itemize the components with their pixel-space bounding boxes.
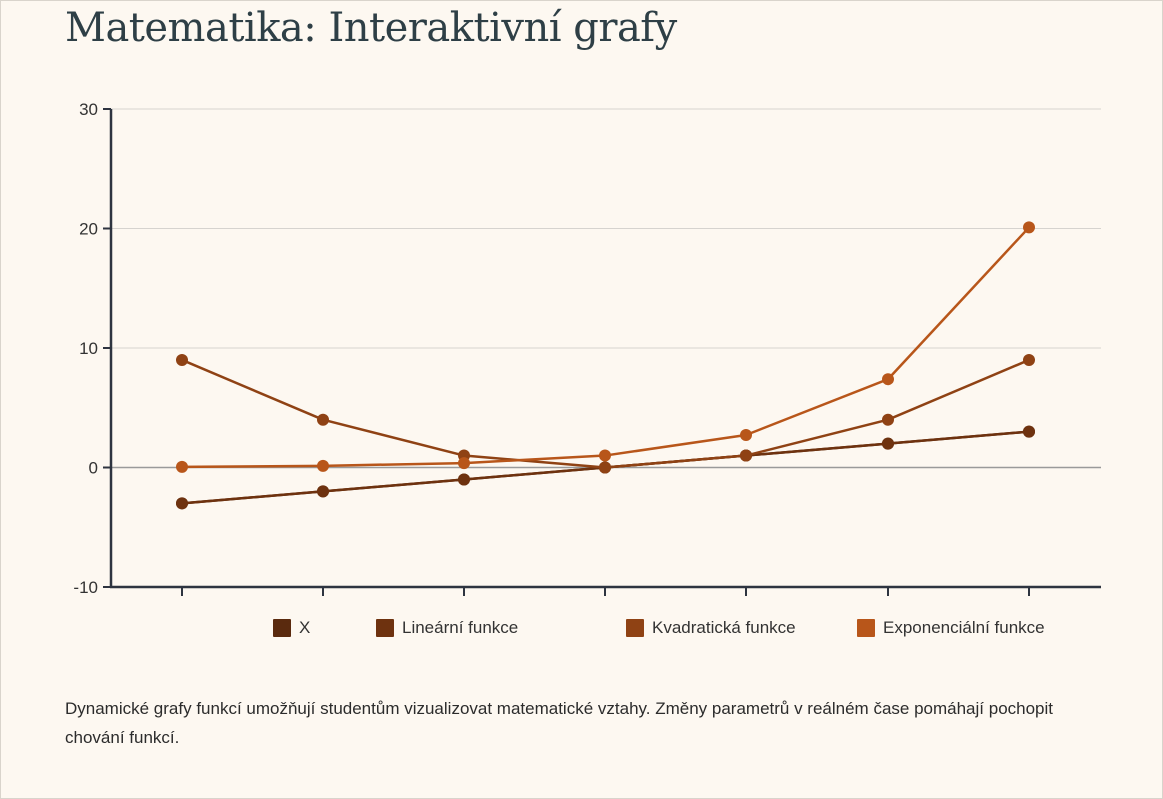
chart-legend: X Lineární funkce Kvadratická funkce Expone… [1,618,1163,642]
y-tick-label: 20 [79,220,98,239]
data-point[interactable] [882,413,894,426]
data-point[interactable] [740,449,752,462]
axis-layer: -10 0 10 20 30 [73,100,1101,597]
legend-label: Kvadratická funkce [652,618,796,637]
data-point[interactable] [1023,353,1035,366]
data-point[interactable] [176,497,188,510]
legend-item[interactable]: Exponenciální funkce [857,618,1045,638]
page-title: Matematika: Interaktivní grafy [65,5,677,51]
data-point[interactable] [176,460,188,473]
data-point[interactable] [740,428,752,441]
y-tick-label: 10 [79,339,98,358]
y-tick-label: -10 [73,578,98,597]
data-point[interactable] [458,457,470,470]
legend-swatch [857,619,875,637]
legend-item[interactable]: Lineární funkce [376,618,518,638]
data-point[interactable] [882,437,894,450]
chart-caption: Dynamické grafy funkcí umožňují studentů… [65,699,1054,747]
grid-layer [111,108,1101,469]
data-point[interactable] [882,373,894,386]
data-point[interactable] [1023,221,1035,234]
series-line [181,226,1030,469]
legend-label: X [299,618,311,637]
data-point[interactable] [317,459,329,472]
series-layer [176,221,1035,510]
series-3 [176,353,1035,474]
legend-item[interactable]: Kvadratická funkce [626,618,796,638]
data-point[interactable] [176,353,188,366]
legend-item[interactable]: X [273,618,310,638]
legend-swatch [273,619,291,637]
data-point[interactable] [317,413,329,426]
legend-label: Lineární funkce [402,618,519,637]
series-4 [176,221,1035,473]
legend-swatch [626,619,644,637]
legend-swatch [376,619,394,637]
legend-label: Exponenciální funkce [883,618,1045,637]
data-point[interactable] [599,449,611,462]
y-tick-label: 0 [89,459,98,478]
data-point[interactable] [317,485,329,498]
function-chart: -10 0 10 20 30 [73,100,1101,597]
y-tick-label: 30 [79,100,98,119]
data-point[interactable] [1023,425,1035,438]
data-point[interactable] [599,461,611,474]
data-point[interactable] [458,473,470,486]
